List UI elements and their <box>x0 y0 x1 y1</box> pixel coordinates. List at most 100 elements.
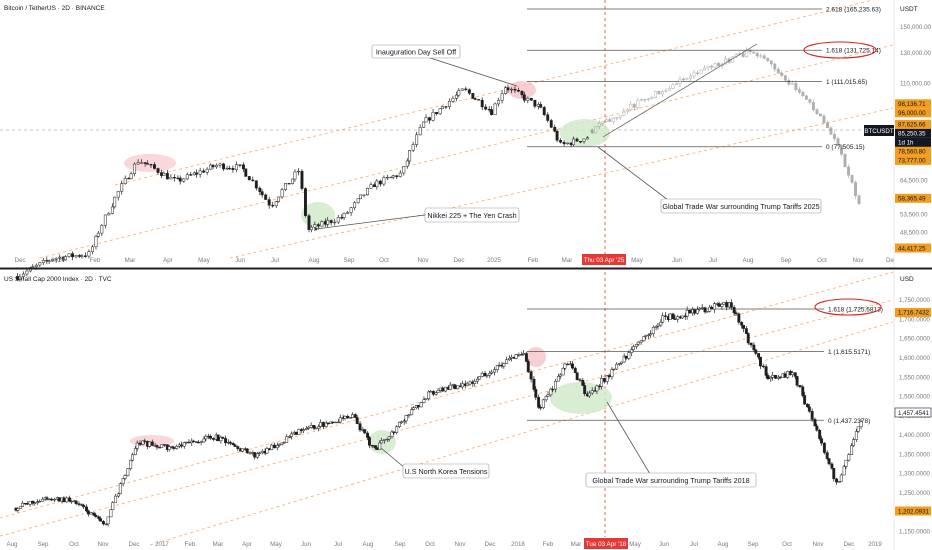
top-projection-candle-body <box>685 78 689 80</box>
top-projection-candle <box>840 143 843 157</box>
bottom-candle-body <box>436 390 440 393</box>
top-candle-body <box>307 215 311 230</box>
bottom-candle-body <box>661 315 665 323</box>
bottom-candle <box>143 438 147 444</box>
bottom-candle-body <box>725 302 729 308</box>
top-candle <box>375 178 379 190</box>
top-projection-candle <box>829 126 833 136</box>
bottom-candle-body <box>830 463 834 469</box>
bottom-candle-body <box>385 438 389 441</box>
bottom-candle-body <box>634 343 638 347</box>
top-candle-body <box>205 168 209 173</box>
bottom-candle <box>551 385 555 393</box>
top-candle-body <box>340 217 344 219</box>
top-candle-body <box>264 194 268 200</box>
top-candle-body <box>234 164 238 170</box>
top-candle <box>340 214 344 220</box>
top-candle <box>506 84 510 94</box>
top-candle <box>349 206 353 216</box>
bottom-candle <box>343 415 347 421</box>
top-candle-body <box>342 213 346 218</box>
top-projection-candle <box>818 113 822 117</box>
top-projection-candle-body <box>597 122 601 127</box>
bottom-candle <box>517 352 521 358</box>
bottom-candle <box>101 520 105 526</box>
top-candle-body <box>127 177 131 180</box>
top-projection-candle-body <box>657 91 661 95</box>
bottom-candle <box>106 516 110 527</box>
bottom-x-tick-label: May <box>270 541 283 548</box>
top-candle-body <box>38 262 42 266</box>
bottom-candle <box>184 441 188 445</box>
top-candle-body <box>373 184 376 188</box>
bottom-candle <box>167 444 171 452</box>
top-projection-candle-body <box>801 92 805 97</box>
top-candle <box>336 214 340 225</box>
top-candle <box>41 257 45 266</box>
bottom-candle <box>710 305 714 310</box>
bottom-candle <box>199 440 203 446</box>
top-projection-candles <box>590 47 861 206</box>
top-candle-body <box>326 220 330 225</box>
bottom-candle <box>416 404 420 410</box>
bottom-candle <box>349 417 353 419</box>
top-projection-candle-body <box>611 117 615 122</box>
bottom-channel-line-1 <box>0 299 894 537</box>
bottom-candle <box>647 333 651 339</box>
top-projection-candle <box>822 113 826 124</box>
bottom-candle <box>74 500 78 506</box>
bottom-candle-body <box>837 481 841 483</box>
bottom-candle <box>610 367 614 380</box>
top-candle-body <box>418 127 422 136</box>
bottom-candle <box>492 366 496 376</box>
bottom-candle <box>99 516 103 522</box>
top-x-tick-label: Feb <box>90 257 101 264</box>
bottom-candle-body <box>241 448 244 452</box>
bottom-candle-body <box>109 509 113 518</box>
top-candle <box>225 165 229 171</box>
bottom-candle <box>850 442 854 455</box>
bottom-candle-body <box>378 442 382 450</box>
top-candle-body <box>362 194 366 196</box>
bottom-candle-body <box>297 429 301 435</box>
bottom-candle <box>786 370 790 379</box>
top-symbol-title: Bitcoin / TetherUS · 2D · BINANCE <box>4 5 105 12</box>
bottom-candle-body <box>822 442 826 453</box>
bottom-candle-body <box>587 392 591 397</box>
top-price-tag-label: 44,417.25 <box>898 245 926 252</box>
bottom-candle-body <box>844 459 848 467</box>
bottom-candle <box>321 421 325 429</box>
bottom-candle <box>847 453 851 462</box>
top-candle-body <box>110 206 114 214</box>
top-candle <box>309 224 313 233</box>
bottom-candle-body <box>309 425 313 428</box>
top-candle-body <box>34 264 38 267</box>
bottom-candle <box>373 445 377 450</box>
bottom-candle-body <box>317 426 321 429</box>
bottom-candle <box>832 468 836 482</box>
top-candle-body <box>398 172 402 177</box>
bottom-candle <box>358 420 362 433</box>
bottom-candle <box>211 437 215 442</box>
top-candle-body <box>447 101 451 107</box>
top-candle-body <box>513 88 517 91</box>
bottom-candle-body <box>431 391 435 395</box>
bottom-candle <box>581 377 585 386</box>
bottom-candle-body <box>813 419 817 427</box>
top-candle-body <box>271 204 275 207</box>
bottom-candle-body <box>647 334 651 336</box>
bottom-candle <box>734 310 738 316</box>
top-channel-lines <box>39 0 894 259</box>
top-candle-body <box>309 226 313 230</box>
top-fib-1618-oval <box>803 41 877 59</box>
bottom-candle <box>661 312 665 324</box>
bottom-channel-lines <box>0 271 894 546</box>
bottom-candle <box>798 385 802 389</box>
top-candle-body <box>96 232 100 237</box>
top-price-tag-label: 78,560.80 <box>898 149 926 156</box>
bottom-candle <box>419 401 423 408</box>
top-candle <box>91 244 94 255</box>
top-candle-body <box>510 88 513 91</box>
top-candle-body <box>490 109 494 116</box>
